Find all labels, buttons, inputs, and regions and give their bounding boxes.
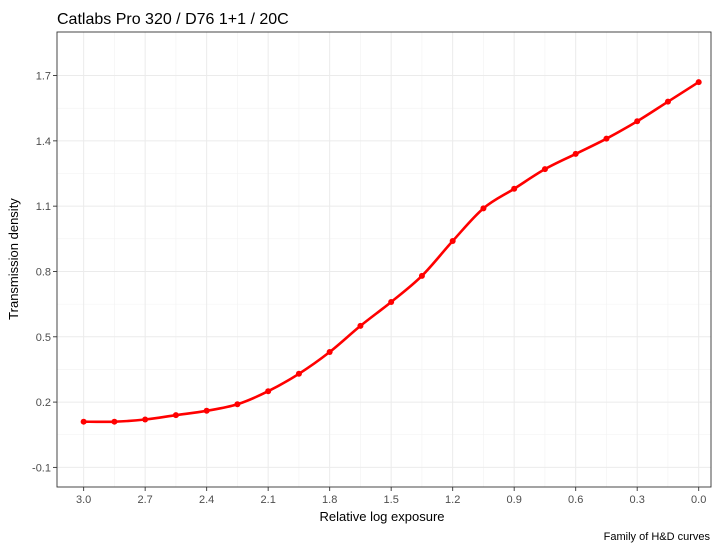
y-axis-ticks: -0.1 0.2 0.5 0.8 1.1 1.4 1.7 — [32, 71, 57, 474]
data-point — [111, 418, 118, 425]
data-point — [449, 237, 456, 244]
y-tick-label: 0.5 — [36, 332, 51, 344]
data-point — [357, 322, 364, 329]
x-axis-title: Relative log exposure — [319, 509, 444, 524]
data-point — [572, 150, 579, 157]
x-tick-label: 2.1 — [261, 494, 276, 506]
data-point — [695, 79, 702, 86]
x-tick-label: 2.7 — [138, 494, 153, 506]
data-point — [203, 407, 210, 414]
y-tick-label: 0.2 — [36, 397, 51, 409]
x-tick-label: 3.0 — [76, 494, 91, 506]
y-tick-label: -0.1 — [32, 462, 51, 474]
minor-grid — [57, 32, 711, 487]
data-point — [172, 412, 179, 419]
x-tick-label: 0.6 — [568, 494, 583, 506]
x-tick-label: 0.3 — [630, 494, 645, 506]
data-point — [142, 416, 149, 423]
data-point — [603, 135, 610, 142]
y-tick-label: 1.4 — [36, 136, 51, 148]
x-tick-label: 2.4 — [199, 494, 214, 506]
x-tick-label: 1.5 — [384, 494, 399, 506]
data-point — [265, 388, 272, 395]
data-point — [541, 166, 548, 173]
data-point — [388, 298, 395, 305]
data-point — [664, 98, 671, 105]
data-point — [295, 370, 302, 377]
chart-caption: Family of H&D curves — [604, 531, 711, 543]
x-tick-label: 1.8 — [322, 494, 337, 506]
y-tick-label: 1.1 — [36, 201, 51, 213]
x-axis-ticks: 3.0 2.7 2.4 2.1 1.8 1.5 1.2 0.9 0.6 0.3 0.0 — [76, 487, 706, 506]
y-tick-label: 0.8 — [36, 266, 51, 278]
data-point — [326, 349, 333, 356]
major-grid — [57, 32, 711, 487]
data-point — [634, 118, 641, 125]
data-point — [418, 272, 425, 279]
data-point — [480, 205, 487, 212]
x-tick-label: 0.0 — [691, 494, 706, 506]
x-tick-label: 1.2 — [445, 494, 460, 506]
x-tick-label: 0.9 — [507, 494, 522, 506]
series-layer — [80, 79, 702, 425]
data-point — [511, 185, 518, 192]
data-point — [80, 418, 87, 425]
panel-border — [56, 31, 712, 488]
y-axis-title: Transmission density — [6, 198, 21, 320]
chart-title: Catlabs Pro 320 / D76 1+1 / 20C — [57, 11, 289, 28]
data-point — [234, 401, 241, 408]
y-tick-label: 1.7 — [36, 71, 51, 83]
